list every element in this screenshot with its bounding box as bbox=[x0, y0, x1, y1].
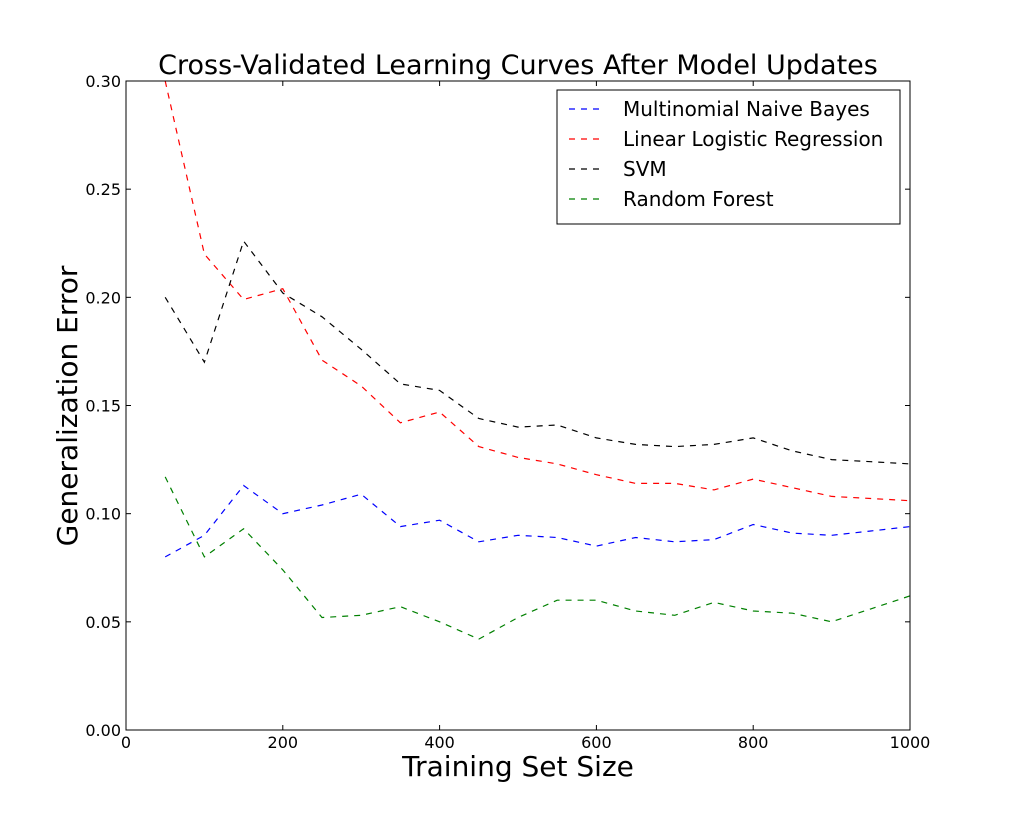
y-tick-label: 0.10 bbox=[85, 505, 121, 524]
y-axis-label: Generalization Error bbox=[51, 265, 84, 546]
series-line-linear-logistic-regression bbox=[164, 80, 911, 502]
y-tick-label: 0.00 bbox=[85, 721, 121, 740]
x-tick-label: 1000 bbox=[890, 733, 931, 752]
x-tick-label: 200 bbox=[268, 733, 299, 752]
legend: Multinomial Naive Bayes Linear Logistic R… bbox=[556, 89, 901, 225]
plot-lines bbox=[164, 80, 911, 640]
chart-title: Cross-Validated Learning Curves After Mo… bbox=[158, 50, 878, 81]
legend-label-svm: SVM bbox=[623, 157, 667, 181]
y-tick-label: 0.05 bbox=[85, 613, 121, 632]
x-tick-label: 600 bbox=[581, 733, 612, 752]
x-tick-label: 0 bbox=[121, 733, 131, 752]
series-line-random-forest bbox=[164, 476, 911, 640]
y-tick-label: 0.25 bbox=[85, 180, 121, 199]
legend-label-random-forest: Random Forest bbox=[623, 187, 774, 211]
legend-label-multinomial-naive-bayes: Multinomial Naive Bayes bbox=[623, 97, 870, 121]
axis-ticks: 0 200 400 600 800 1000 0.00 0.05 0.10 0.15 0.20 0.2… bbox=[85, 72, 930, 752]
y-tick-label: 0.30 bbox=[85, 72, 121, 91]
x-tick-label: 800 bbox=[738, 733, 769, 752]
series-line-multinomial-naive-bayes bbox=[164, 484, 911, 558]
y-tick-label: 0.20 bbox=[85, 288, 121, 307]
legend-box bbox=[556, 89, 901, 225]
legend-label-linear-logistic-regression: Linear Logistic Regression bbox=[623, 127, 883, 151]
x-tick-label: 400 bbox=[424, 733, 455, 752]
series-line-svm bbox=[164, 239, 911, 465]
x-axis-label: Training Set Size bbox=[401, 750, 634, 783]
y-tick-label: 0.15 bbox=[85, 397, 121, 416]
